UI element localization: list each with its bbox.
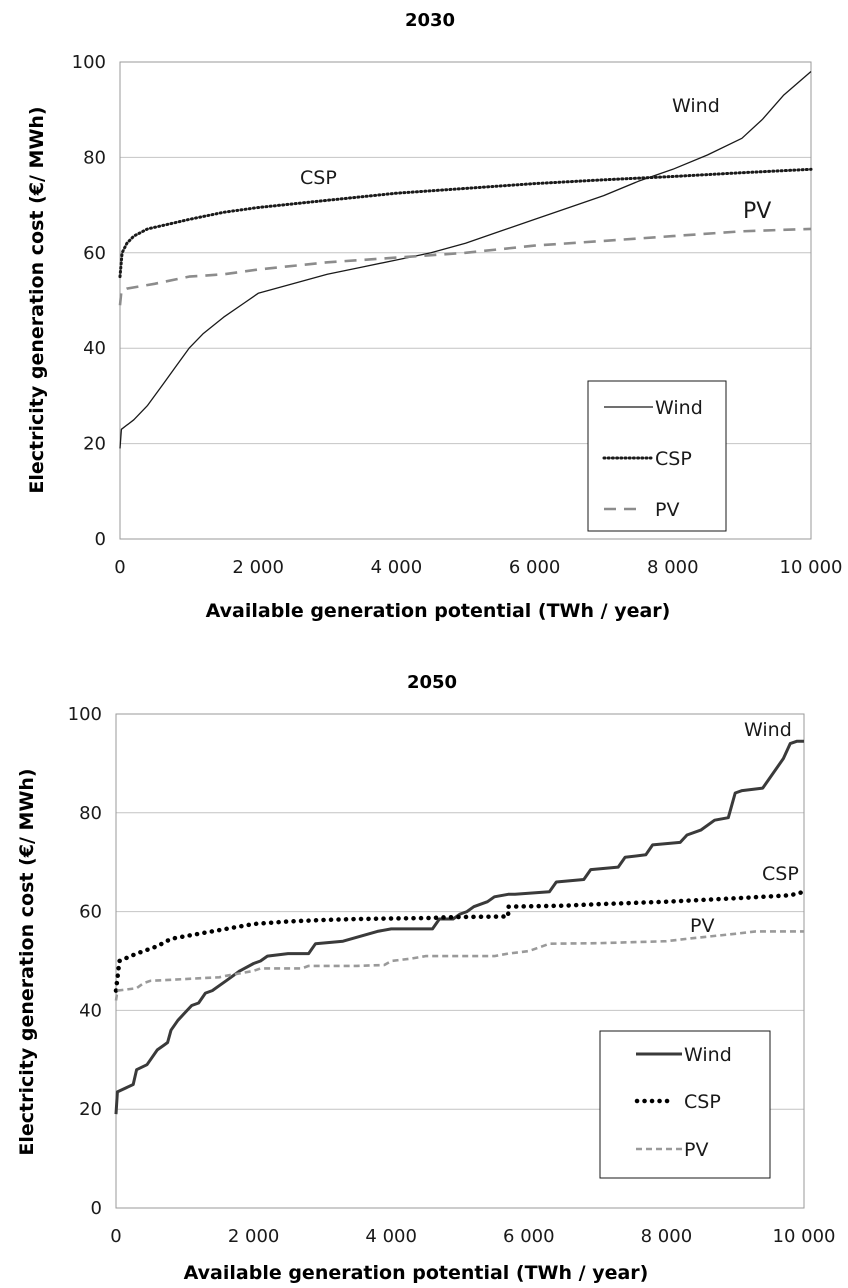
legend-wind-label: Wind	[655, 397, 703, 419]
y-tick-label: 0	[91, 1198, 102, 1219]
y-tick-label: 80	[79, 803, 102, 824]
y-tick-label: 100	[72, 52, 106, 73]
x-tick-label: 8 000	[641, 1226, 693, 1247]
series-wind-line	[114, 739, 804, 1115]
legend-pv-label: PV	[684, 1139, 708, 1161]
y-tick-label: 40	[79, 1000, 102, 1021]
chart-title: 2030	[405, 10, 455, 31]
series-csp-line	[113, 889, 807, 993]
x-tick-label: 4 000	[365, 1226, 417, 1247]
plot-frame	[115, 713, 805, 1209]
y-tick-label: 0	[95, 529, 106, 550]
chart-2050-container: 2050 0 20 40 60 80 100 0 2 000 4 000 6 000 8 000 1…	[0, 644, 848, 1288]
legend-box	[599, 1030, 771, 1179]
annotation-csp: CSP	[762, 863, 799, 885]
plot-area	[118, 71, 813, 449]
x-tick-label: 10 000	[780, 557, 843, 578]
x-tick-label: 0	[114, 557, 125, 578]
legend-csp-label: CSP	[684, 1091, 721, 1113]
x-tick-label: 2 000	[228, 1226, 280, 1247]
y-tick-label: 60	[83, 243, 106, 264]
legend: Wind CSP PV	[587, 380, 727, 532]
y-tick-label: 40	[83, 338, 106, 359]
y-tick-label: 60	[79, 902, 102, 923]
x-tick-label: 0	[110, 1226, 121, 1247]
series-pv-line	[114, 930, 804, 1001]
legend: Wind CSP PV	[599, 1030, 771, 1179]
chart-title: 2050	[407, 672, 457, 693]
y-axis-ticks: 0 20 40 60 80 100	[68, 704, 102, 1219]
x-axis-ticks: 0 2 000 4 000 6 000 8 000 10 000	[110, 1226, 835, 1247]
x-tick-label: 8 000	[647, 557, 699, 578]
annotation-wind: Wind	[672, 95, 720, 117]
y-axis-ticks: 0 20 40 60 80 100	[72, 52, 106, 550]
series-wind-line	[119, 71, 812, 449]
legend-box	[587, 380, 727, 532]
series-csp-line	[118, 167, 813, 279]
legend-wind-label: Wind	[684, 1044, 732, 1066]
legend-pv-label: PV	[655, 499, 679, 521]
x-axis-ticks: 0 2 000 4 000 6 000 8 000 10 000	[114, 557, 842, 578]
series-pv-line	[118, 227, 812, 306]
chart-2050: 2050 0 20 40 60 80 100 0 2 000 4 000 6 000 8 000 1…	[16, 672, 835, 1284]
x-tick-label: 6 000	[509, 557, 561, 578]
x-tick-label: 4 000	[371, 557, 423, 578]
x-tick-label: 10 000	[773, 1226, 836, 1247]
y-axis-title: Electricity generation cost (€/ MWh)	[26, 106, 48, 493]
annotation-csp: CSP	[300, 167, 337, 189]
x-tick-label: 6 000	[503, 1226, 555, 1247]
y-axis-title: Electricity generation cost (€/ MWh)	[16, 768, 38, 1155]
y-tick-label: 20	[79, 1099, 102, 1120]
chart-2030-container: 2030 0 20 40 60 80 100 0 2 000 4 000 6 000 8 000 1…	[26, 10, 842, 622]
y-tick-label: 100	[68, 704, 102, 725]
y-tick-label: 20	[83, 434, 106, 455]
x-tick-label: 2 000	[232, 557, 284, 578]
grid-lines	[115, 713, 805, 1209]
annotation-pv: PV	[743, 199, 771, 224]
chart-2030: 2030 0 20 40 60 80 100 0 2 000 4 000 6 000 8 000 1…	[26, 10, 842, 622]
plot-area	[113, 739, 807, 1115]
legend-csp-label: CSP	[655, 448, 692, 470]
x-axis-title: Available generation potential (TWh / ye…	[206, 600, 671, 622]
annotation-pv: PV	[690, 915, 714, 937]
y-tick-label: 80	[83, 147, 106, 168]
x-axis-title: Available generation potential (TWh / ye…	[184, 1262, 649, 1284]
annotation-wind: Wind	[744, 719, 792, 741]
